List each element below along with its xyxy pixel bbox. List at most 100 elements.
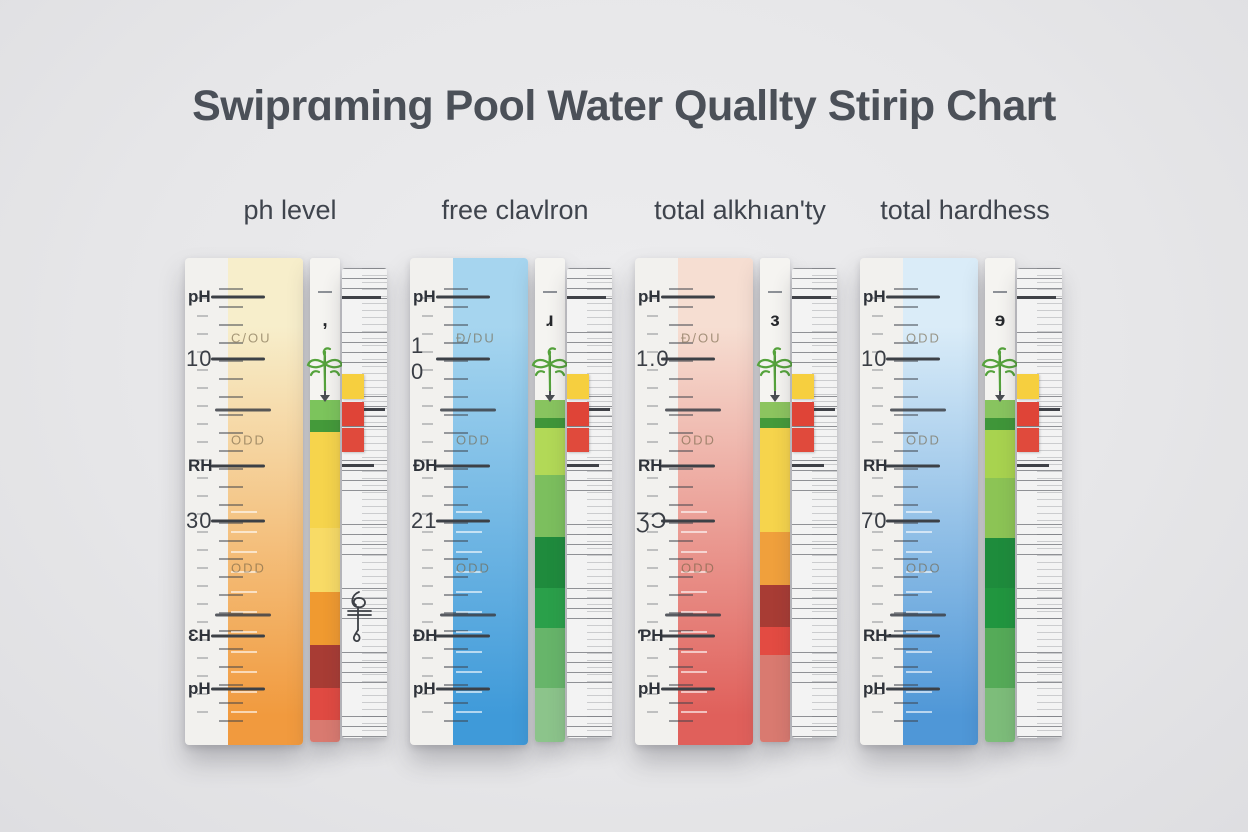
major-tick (211, 295, 265, 299)
strip-column: free clavlron pH 1 0 ƉH 21 ƉH pH Đ/DU ODD ODD ɹ (410, 195, 615, 745)
minor-ticks-faint (422, 297, 433, 721)
minor-ticks-faint (872, 297, 883, 721)
major-tick (211, 687, 265, 691)
ruler-label: 30 (186, 508, 213, 533)
scale-lines-fine (587, 268, 612, 738)
faint-mark: ODD (906, 432, 941, 448)
pointer-arrowhead-icon (995, 395, 1005, 402)
color-bands (535, 258, 565, 742)
color-band (985, 400, 1015, 418)
color-band (310, 420, 340, 432)
faint-marks-layer: ODD ODD ODO (860, 258, 978, 745)
accent-line (792, 464, 824, 467)
color-band (535, 688, 565, 742)
major-tick (665, 408, 721, 412)
ruler-label: pH (413, 287, 436, 306)
color-band (535, 418, 565, 428)
pad-dash (318, 291, 332, 293)
major-tick (436, 687, 490, 691)
reference-swatch (1017, 374, 1039, 399)
reference-swatch (567, 374, 589, 399)
major-ticks-layer: pH 1.0 RH ƷƆ ƤH pH (635, 258, 753, 745)
reference-swatch (567, 428, 589, 452)
reference-swatch (1017, 428, 1039, 452)
ruler-strip: pH 1.0 RH ƷƆ ƤH pH Đ/OU ODD ODD (635, 258, 753, 745)
reference-swatch (342, 428, 364, 452)
ruler-label: ƤH (638, 626, 664, 645)
ruler-label: ƉH (413, 456, 438, 475)
faint-mark: ODD (231, 432, 266, 448)
reference-swatch (342, 374, 364, 399)
major-tick (440, 613, 496, 617)
color-band (310, 592, 340, 645)
color-band (310, 432, 340, 528)
color-band (760, 532, 790, 585)
pad-mark-glyph: , (322, 310, 328, 331)
faint-mark: C/OU (231, 330, 272, 346)
major-tick (661, 519, 715, 523)
major-tick (661, 634, 715, 638)
color-band (985, 628, 1015, 688)
color-band (985, 478, 1015, 538)
ruler-label: pH (638, 287, 661, 306)
pad-dash (768, 291, 782, 293)
ruler-label: 10 (186, 346, 213, 371)
color-band (760, 627, 790, 655)
major-tick (886, 634, 940, 638)
accent-line (567, 464, 599, 467)
color-band (535, 537, 565, 588)
faint-marks-layer: Đ/DU ODD ODD (410, 258, 528, 745)
major-tick (661, 295, 715, 299)
reference-swatch (567, 402, 589, 426)
ruler-label: ƉH (413, 626, 438, 645)
pad-mark-glyph: ɘ (994, 310, 1006, 331)
major-tick (886, 464, 940, 468)
scale-lines (792, 268, 837, 738)
accent-line (1017, 296, 1056, 299)
color-band (985, 688, 1015, 742)
reference-scale-strip (792, 268, 837, 738)
pad-dash (543, 291, 557, 293)
major-tick (886, 687, 940, 691)
test-pad-strip: ɹ (531, 258, 569, 742)
column-label: ph level (243, 195, 337, 225)
reference-swatch (792, 402, 814, 426)
color-band (535, 400, 565, 418)
color-bands (760, 258, 790, 742)
color-band (535, 628, 565, 688)
major-tick (211, 357, 265, 361)
ruler-label: pH (188, 679, 211, 698)
accent-line (342, 464, 374, 467)
ruler-strip: pH 10 RH 30 ƐH pH C/OU ODD ODD (185, 258, 303, 745)
pointer-arrowhead-icon (770, 395, 780, 402)
major-tick (890, 613, 946, 617)
faint-mark: ODD (456, 432, 491, 448)
ruler-label: 1 0 (411, 333, 425, 384)
ruler-label: RH (638, 456, 663, 475)
pad-dash (993, 291, 1007, 293)
strip-column: total hardhess pH 10 RH 70 RH· pH ODD ODD ODO ɘ (860, 195, 1065, 745)
major-tick (665, 613, 721, 617)
color-band (310, 688, 340, 720)
faint-mark: ODO (906, 560, 942, 576)
accent-line (342, 296, 381, 299)
color-band (760, 655, 790, 742)
plant-glyph-icon (981, 347, 1019, 392)
scale-lines-fine (1037, 268, 1062, 738)
faint-marks-layer: Đ/OU ODD ODD (635, 258, 753, 745)
minor-ticks-faint (197, 297, 208, 721)
ruler-label: pH (188, 287, 211, 306)
major-ticks-layer: pH 1 0 ƉH 21 ƉH pH (410, 258, 528, 745)
color-band (760, 585, 790, 627)
major-tick (436, 295, 490, 299)
major-tick (215, 613, 271, 617)
color-band (760, 402, 790, 418)
accent-line (567, 296, 606, 299)
pad-mark-glyph: ɜ (770, 310, 780, 331)
color-band (985, 538, 1015, 588)
faint-marks-layer: C/OU ODD ODD (185, 258, 303, 745)
plant-glyph-icon (306, 347, 344, 392)
column-label: free clavlron (441, 195, 589, 225)
color-band (760, 418, 790, 428)
